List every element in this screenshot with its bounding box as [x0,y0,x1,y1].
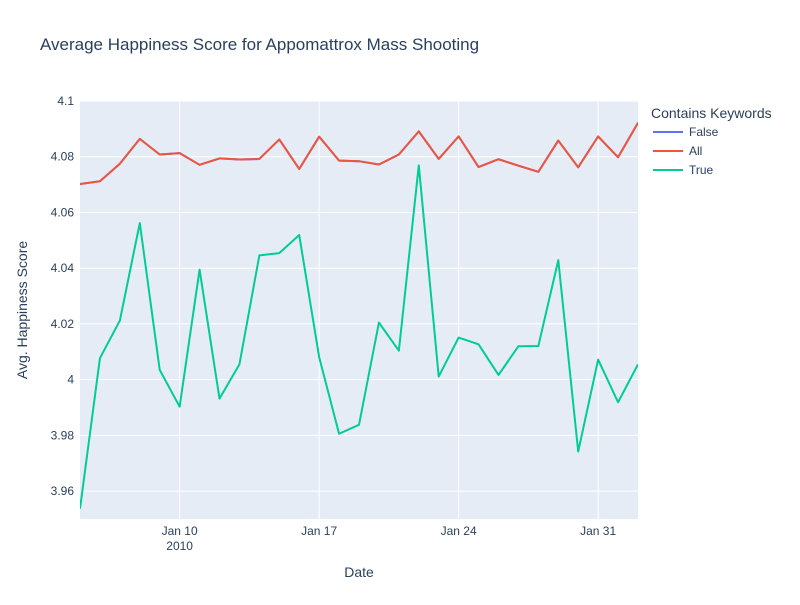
y-tick-label: 3.98 [51,428,75,442]
legend-label-false[interactable]: False [689,125,719,139]
legend-label-true[interactable]: True [689,163,714,177]
y-tick-label: 4.06 [51,205,75,219]
chart-title: Average Happiness Score for Appomattrox … [40,35,479,54]
y-tick-label: 4.08 [51,150,75,164]
y-tick-label: 4.1 [57,94,74,108]
x-tick-label: Jan 31 [580,524,616,538]
y-tick-label: 3.96 [51,484,75,498]
series-line-all [80,122,638,186]
legend[interactable]: Contains Keywords False All True [651,105,772,177]
legend-title: Contains Keywords [651,105,772,121]
y-tick-label: 4.04 [51,261,75,275]
series-line-true [80,164,638,509]
x-tick-label: Jan 17 [301,524,337,538]
y-tick-label: 4.02 [51,317,75,331]
y-axis-title: Avg. Happiness Score [14,241,30,379]
legend-label-all[interactable]: All [689,144,702,158]
x-tick-label: Jan 10 [162,524,198,538]
plot-background [80,101,638,519]
y-tick-label: 4 [67,373,74,387]
x-axis-title: Date [344,564,374,580]
x-tick-sublabel: 2010 [166,539,193,553]
x-tick-label: Jan 24 [441,524,477,538]
